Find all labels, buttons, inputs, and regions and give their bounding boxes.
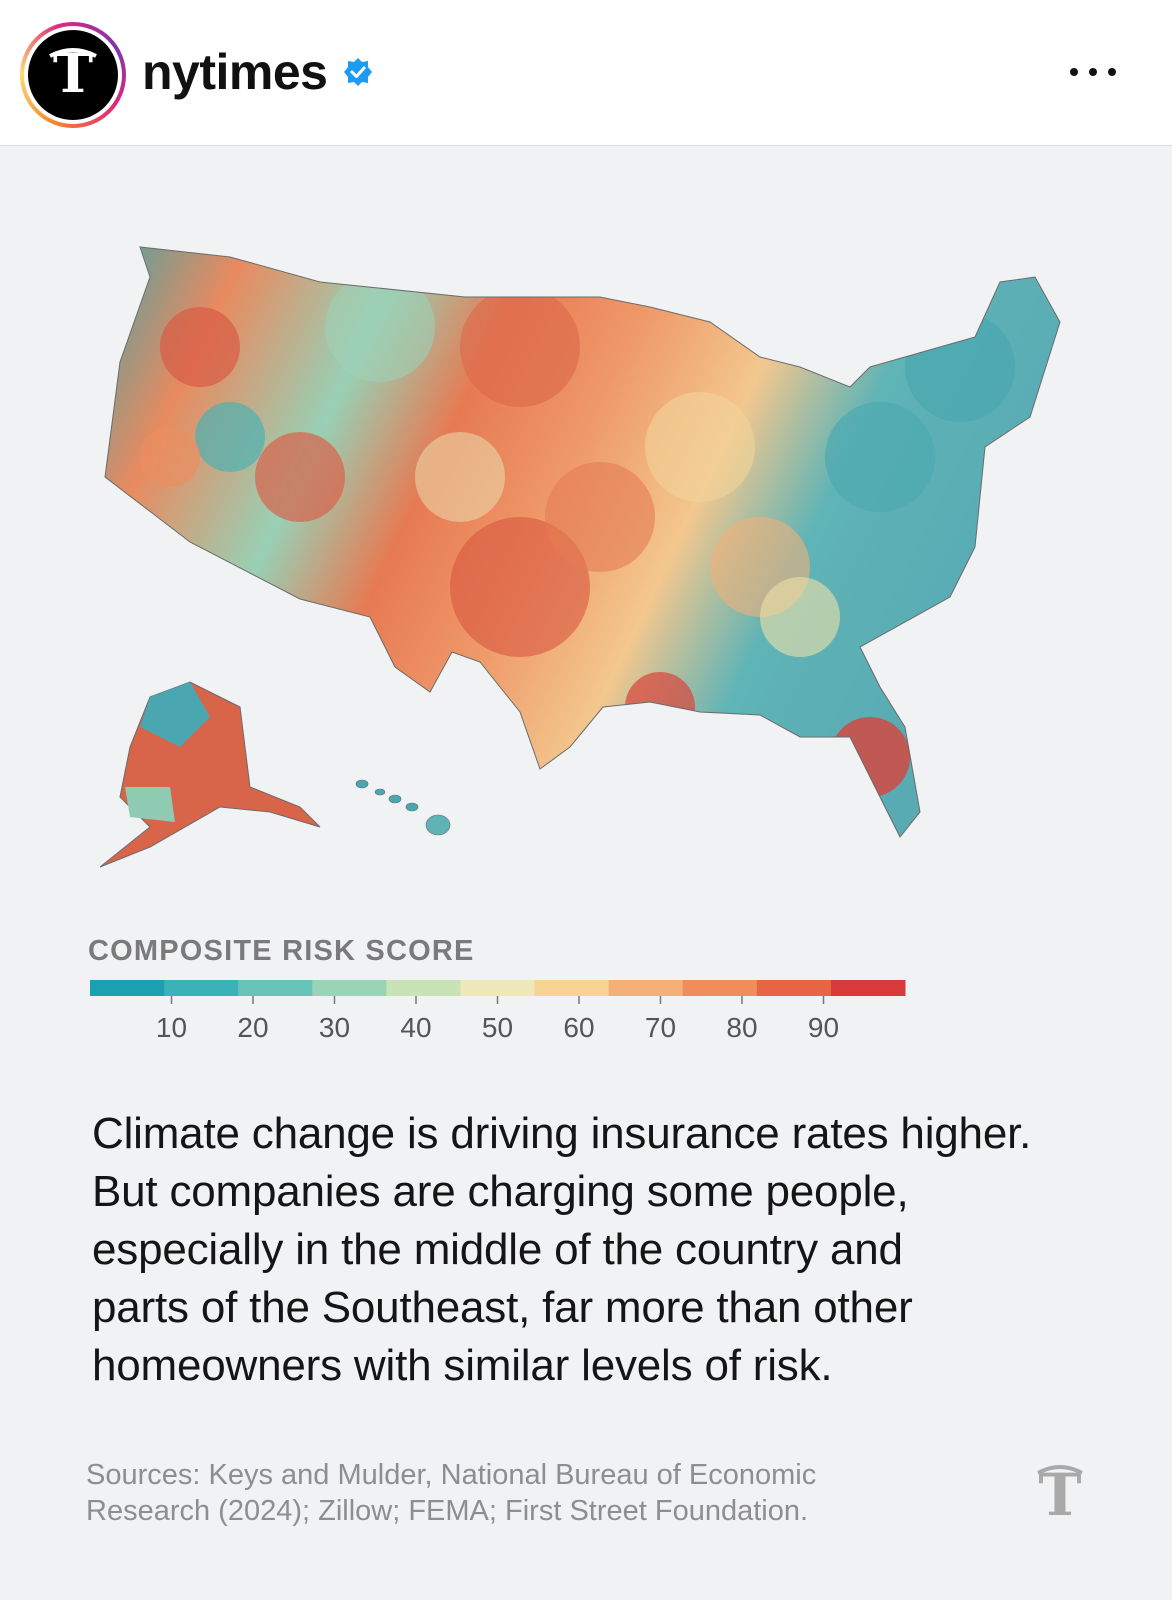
- nyt-t-logo-icon: T: [49, 41, 97, 105]
- legend-swatch: [830, 980, 906, 996]
- headline: Climate change is driving insurance rate…: [92, 1109, 1032, 1390]
- legend-tick-label: 70: [644, 1012, 677, 1043]
- legend-tick-label: 90: [807, 1012, 840, 1043]
- verified-badge-icon: [344, 58, 372, 86]
- legend-swatch: [90, 980, 165, 996]
- legend-swatch: [608, 980, 684, 996]
- us-risk-map: [99, 246, 1061, 868]
- more-options-icon[interactable]: [1066, 52, 1120, 92]
- legend-color-bar: [90, 980, 906, 1004]
- legend-title: COMPOSITE RISK SCORE: [88, 935, 475, 967]
- legend-tick-label: 60: [563, 1012, 595, 1043]
- post-header: T nytimes: [0, 0, 1172, 146]
- legend-tick-label: 40: [400, 1012, 432, 1043]
- legend-tick-label: 20: [237, 1012, 269, 1043]
- alaska-shape: [99, 681, 321, 868]
- legend-tick-label: 50: [481, 1012, 514, 1043]
- sources-note: Sources: Keys and Mulder, National Burea…: [86, 1459, 817, 1527]
- nyt-logo-icon: T: [1037, 1461, 1083, 1525]
- legend-swatch: [386, 980, 461, 996]
- legend-swatch: [164, 980, 239, 996]
- legend-swatch: [460, 980, 536, 996]
- username[interactable]: nytimes: [142, 44, 328, 100]
- legend-tick-label: 30: [318, 1012, 351, 1043]
- legend-tick-label: 80: [726, 1012, 758, 1043]
- legend-swatch: [682, 980, 758, 996]
- legend-tick-label: 10: [155, 1012, 188, 1043]
- avatar[interactable]: T: [20, 22, 126, 128]
- legend-swatch: [312, 980, 387, 996]
- legend-swatch: [534, 980, 610, 996]
- post-image: COMPOSITE RISK SCORE 10 20 30 40 50 60 70 80 90 …: [0, 147, 1172, 1600]
- legend-swatch: [756, 980, 832, 996]
- legend-swatch: [238, 980, 313, 996]
- hawaii-shape: [355, 779, 451, 836]
